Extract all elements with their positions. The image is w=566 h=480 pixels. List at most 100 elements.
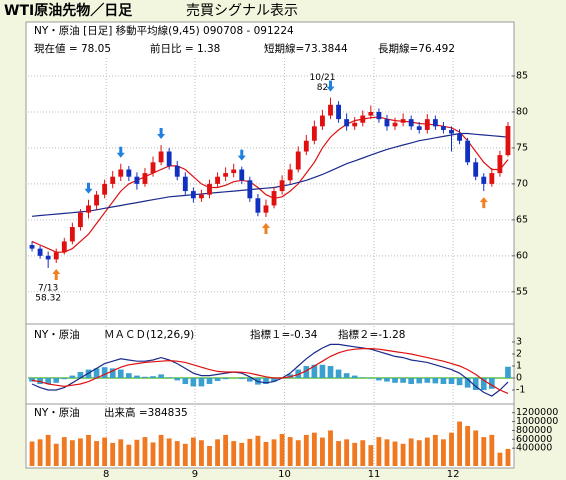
- candle-body: [158, 151, 164, 163]
- volume-bar: [53, 443, 59, 466]
- panel-header: ＭＡＣＤ(12,26,9): [104, 329, 194, 341]
- volume-bar: [481, 437, 487, 466]
- candle-body: [29, 245, 35, 249]
- volume-bar: [497, 452, 503, 466]
- volume-bar: [182, 443, 188, 466]
- candle-body: [360, 115, 366, 123]
- info-text: 現在値 = 78.05: [34, 42, 111, 55]
- sell-signal: [84, 182, 93, 194]
- histogram-bar: [126, 373, 132, 378]
- histogram-bar: [456, 377, 463, 386]
- candle-body: [392, 122, 398, 127]
- candle-body: [432, 119, 438, 127]
- candle-body: [295, 151, 301, 170]
- candle-body: [94, 194, 99, 206]
- subtitle: 売買シグナル表示: [186, 3, 298, 19]
- candle-body: [400, 119, 406, 123]
- histogram-bar: [464, 377, 471, 388]
- candle-body: [199, 194, 204, 199]
- volume-bar: [505, 448, 511, 466]
- volume-bar: [465, 426, 471, 466]
- volume-bar: [328, 430, 333, 466]
- y-tick-label: 70: [516, 178, 528, 189]
- candle-body: [279, 180, 285, 192]
- histogram-bar: [351, 375, 358, 378]
- annotation: 10/21: [310, 73, 336, 83]
- histogram-bar: [319, 364, 326, 378]
- volume-bar: [416, 440, 422, 466]
- histogram-bar: [93, 368, 100, 378]
- candle-body: [352, 122, 358, 127]
- histogram-bar: [472, 377, 479, 390]
- histogram-bar: [37, 377, 43, 384]
- volume-bar: [45, 434, 51, 466]
- volume-bar: [166, 438, 172, 466]
- annotation: 58.32: [35, 293, 61, 303]
- histogram-bar: [376, 377, 382, 381]
- histogram-bar: [271, 377, 277, 382]
- volume-bar: [207, 446, 212, 466]
- line-series: [31, 348, 509, 394]
- candle-body: [303, 140, 309, 152]
- histogram-bar: [77, 371, 84, 378]
- volume-bar: [400, 443, 406, 466]
- buy-signal: [479, 197, 488, 209]
- histogram-bar: [53, 377, 60, 383]
- volume-bar: [295, 440, 301, 466]
- volume-bar: [263, 442, 269, 466]
- volume-bar: [255, 435, 261, 466]
- histogram-bar: [69, 375, 76, 378]
- volume-bar: [86, 434, 91, 466]
- candle-body: [78, 212, 83, 228]
- y-tick-label: 2: [516, 348, 522, 359]
- x-tick-label: 8: [103, 469, 109, 480]
- candle-body: [190, 191, 196, 199]
- x-tick-label: 9: [192, 469, 198, 480]
- volume-bar: [102, 437, 108, 466]
- volume-bar: [215, 439, 220, 466]
- histogram-bar: [247, 377, 253, 382]
- volume-bar: [231, 441, 237, 466]
- sell-signal: [237, 149, 246, 161]
- y-tick-label: 85: [516, 70, 528, 81]
- candle-body: [481, 176, 487, 184]
- buy-signal: [261, 222, 270, 234]
- histogram-bar: [198, 377, 205, 387]
- candle-body: [142, 173, 148, 184]
- candle-body: [174, 165, 180, 177]
- y-tick-label: 80: [516, 106, 528, 117]
- histogram-bar: [303, 365, 310, 378]
- y-tick-label: 55: [516, 286, 528, 297]
- histogram-bar: [489, 377, 495, 389]
- candle-body: [223, 173, 229, 177]
- candle-body: [215, 176, 220, 184]
- candle-body: [134, 176, 140, 184]
- histogram-bar: [359, 377, 366, 378]
- volume-bar: [190, 437, 196, 466]
- candle-body: [182, 176, 188, 192]
- candle-body: [207, 183, 212, 195]
- y-tick-label: 75: [516, 142, 528, 153]
- histogram-bar: [182, 377, 189, 384]
- volume-bar: [134, 439, 140, 466]
- histogram-bar: [416, 377, 423, 384]
- y-tick-label: 3: [516, 336, 522, 347]
- x-tick-label: 10: [278, 469, 291, 480]
- candle-body: [465, 140, 471, 163]
- y-tick-label: 60: [516, 250, 528, 261]
- sell-signal: [116, 146, 125, 158]
- histogram-bar: [134, 375, 140, 378]
- histogram-bar: [368, 377, 374, 379]
- histogram-bar: [150, 376, 156, 378]
- candle-body: [344, 119, 350, 127]
- candle-body: [118, 169, 124, 177]
- volume-bar: [223, 434, 229, 466]
- histogram-bar: [29, 377, 35, 382]
- volume-bar: [61, 437, 67, 466]
- y-tick-label: 400000: [516, 443, 552, 454]
- histogram-bar: [327, 365, 334, 378]
- volume-bar: [473, 430, 479, 466]
- histogram-bar: [142, 376, 148, 378]
- candle-body: [384, 119, 390, 127]
- volume-bar: [344, 439, 350, 466]
